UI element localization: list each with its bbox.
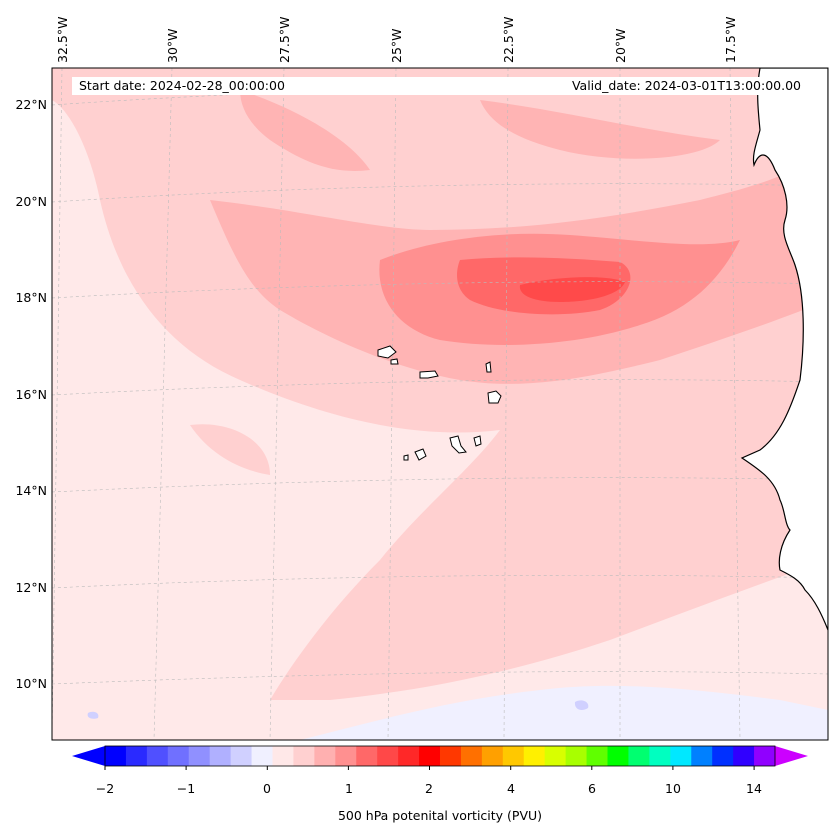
- colorbar-cell: [481, 746, 504, 766]
- colorbar-cell: [544, 746, 567, 766]
- island-sao-vicente: [390, 358, 399, 365]
- pv-negative-south: [300, 685, 828, 740]
- colorbar-ticks: [104, 766, 755, 770]
- colorbar-cell: [586, 746, 608, 766]
- lat-label-10n: 10°N: [15, 676, 47, 691]
- colorbar-tick-label: −1: [176, 781, 196, 796]
- colorbar-cell: [105, 746, 127, 766]
- lon-label-32.5w: 32.5°W: [55, 16, 70, 63]
- colorbar-frame: [104, 745, 776, 767]
- lon-label-22.5w: 22.5°W: [501, 16, 516, 63]
- colorbar-cells: [105, 746, 776, 766]
- lon-label-20w: 20°W: [613, 28, 628, 63]
- lat-label-16n: 16°N: [15, 387, 47, 402]
- island-santiago: [449, 435, 467, 454]
- colorbar-cell: [460, 746, 483, 766]
- colorbar-cell: [565, 746, 587, 766]
- lat-label-18n: 18°N: [15, 290, 47, 305]
- colorbar-cell: [293, 746, 315, 766]
- island-fogo: [414, 448, 427, 461]
- colorbar-cell: [733, 746, 755, 766]
- island-santo-antao: [377, 345, 397, 359]
- colorbar-cell: [502, 746, 525, 766]
- colorbar: [72, 745, 808, 770]
- colorbar-title: 500 hPa potenital vorticity (PVU): [337, 808, 543, 823]
- lat-label-20n: 20°N: [15, 194, 47, 209]
- graticule: [52, 68, 828, 740]
- colorbar-cell: [314, 746, 336, 766]
- lon-label-30w: 30°W: [165, 28, 180, 63]
- cape-verde-islands: [377, 345, 502, 461]
- pv-streak-south: [190, 424, 270, 475]
- colorbar-cell: [691, 746, 713, 766]
- pv-streak-northeast: [480, 100, 720, 159]
- island-sal: [485, 361, 492, 373]
- colorbar-cell: [272, 746, 294, 766]
- map-frame: [51, 67, 829, 741]
- colorbar-cell: [649, 746, 671, 766]
- map-plot-area: [52, 68, 828, 740]
- island-boa-vista: [487, 390, 502, 404]
- colorbar-cell: [419, 746, 441, 766]
- colorbar-cell: [188, 746, 211, 766]
- colorbar-cell: [607, 746, 629, 766]
- colorbar-tick-label: 10: [665, 781, 681, 796]
- island-maio: [473, 435, 482, 447]
- pv-negative-spot: [574, 700, 589, 710]
- colorbar-cell: [335, 746, 357, 766]
- colorbar-cell: [712, 746, 734, 766]
- lat-label-14n: 14°N: [15, 483, 47, 498]
- colorbar-cell: [523, 746, 546, 766]
- lat-label-12n: 12°N: [15, 580, 47, 595]
- lon-label-27.5w: 27.5°W: [277, 16, 292, 63]
- colorbar-over-arrow: [775, 746, 808, 766]
- colorbar-tick-label: 0: [263, 781, 271, 796]
- lon-label-17.5w: 17.5°W: [723, 16, 738, 63]
- colorbar-cell: [754, 746, 776, 766]
- start-date-label: Start date: 2024-02-28_00:00:00: [79, 78, 285, 93]
- colorbar-cell: [356, 746, 378, 766]
- colorbar-tick-label: −2: [95, 781, 115, 796]
- africa-coastline: [740, 68, 828, 631]
- pv-streak-north: [240, 90, 370, 171]
- pv-negative-spot-west: [87, 711, 99, 719]
- colorbar-cell: [670, 746, 692, 766]
- pv-core-peak: [519, 277, 625, 302]
- valid-date-label: Valid_date: 2024-03-01T13:00:00.00: [571, 78, 801, 93]
- colorbar-cell: [398, 746, 420, 766]
- colorbar-cell: [628, 746, 650, 766]
- colorbar-cell: [230, 746, 252, 766]
- island-sao-nicolau: [419, 370, 439, 379]
- colorbar-tick-label: 1: [345, 781, 353, 796]
- date-info-box: Start date: 2024-02-28_00:00:00 Valid_da…: [72, 77, 808, 95]
- colorbar-cell: [125, 746, 148, 766]
- colorbar-cell: [167, 746, 190, 766]
- colorbar-cell: [146, 746, 169, 766]
- colorbar-cell: [377, 746, 399, 766]
- colorbar-cell: [251, 746, 273, 766]
- lon-label-25w: 25°W: [389, 28, 404, 63]
- colorbar-tick-label: 4: [507, 781, 515, 796]
- lat-label-22n: 22°N: [15, 97, 47, 112]
- island-brava: [403, 454, 409, 461]
- colorbar-under-arrow: [72, 746, 105, 766]
- colorbar-tick-label: 2: [425, 781, 433, 796]
- colorbar-cell: [440, 746, 462, 766]
- colorbar-tick-label: 6: [588, 781, 596, 796]
- colorbar-tick-label: 14: [746, 781, 762, 796]
- colorbar-cell: [209, 746, 232, 766]
